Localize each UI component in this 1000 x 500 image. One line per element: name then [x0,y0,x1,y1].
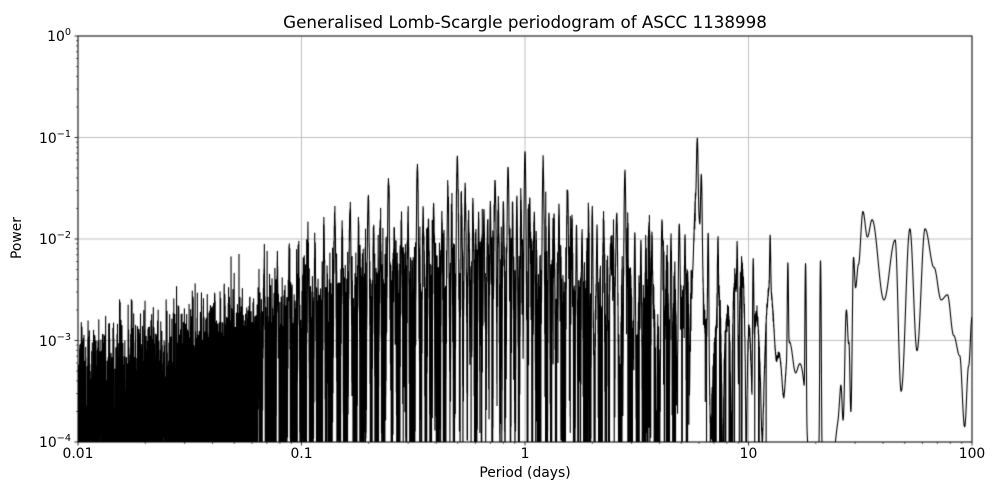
y-tick-label: 10−3 [39,331,71,350]
y-tick-label: 10−1 [39,128,71,147]
y-tick-label: 10−4 [39,433,71,451]
x-tick-label: 0.01 [62,446,94,462]
y-tick-label: 10−2 [39,230,71,248]
x-tick-label: 10 [739,446,758,462]
chart-title: Generalised Lomb-Scargle periodogram of … [283,12,767,32]
y-tick-label: 100 [47,27,71,45]
x-tick-label: 1 [520,446,530,462]
x-axis-label: Period (days) [479,465,571,481]
x-tick-label: 100 [958,446,986,462]
x-tick-label: 0.1 [290,446,313,462]
